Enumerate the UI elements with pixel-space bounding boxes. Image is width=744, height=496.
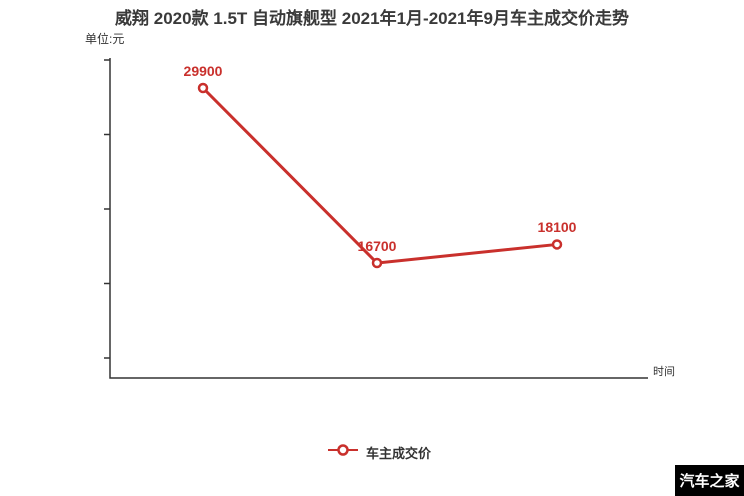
data-point-marker[interactable] — [197, 82, 209, 94]
chart-title: 威翔 2020款 1.5T 自动旗舰型 2021年1月-2021年9月车主成交价… — [115, 9, 629, 28]
price-line — [201, 86, 558, 265]
x-axis-label: 时间 — [653, 366, 675, 378]
data-point-label: 16700 — [357, 238, 397, 254]
watermark-text: 汽车之家 — [679, 473, 740, 490]
legend[interactable]: 车主成交价 — [110, 442, 648, 462]
data-point-marker[interactable] — [371, 257, 383, 269]
legend-item-label: 车主成交价 — [365, 445, 431, 461]
y-axis-unit-label: 单位:元 — [85, 32, 125, 46]
watermark-badge: 汽车之家 — [675, 465, 744, 496]
data-point-label: 29900 — [183, 63, 223, 79]
data-point-marker[interactable] — [551, 239, 563, 250]
data-point-label: 18100 — [537, 219, 577, 236]
legend-line-marker-icon — [327, 443, 359, 462]
axis-lines — [109, 58, 648, 379]
